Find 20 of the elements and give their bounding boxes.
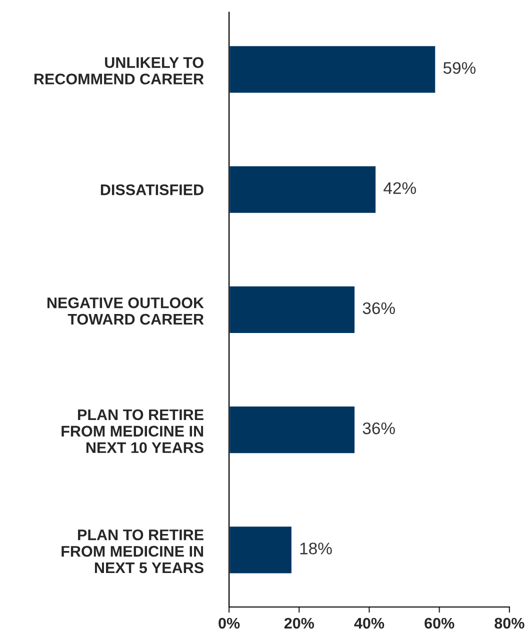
bar — [229, 525, 293, 575]
bar — [229, 284, 356, 334]
data-label: 59% — [443, 62, 476, 74]
data-label: 18% — [300, 542, 332, 554]
y-tick-label: PLAN TO RETIRE FROM MEDICINE IN NEXT 10 YEARS — [62, 409, 204, 454]
y-tick-label: NEGATIVE OUTLOOK TOWARD CAREER — [47, 297, 204, 325]
y-tick-label: PLAN TO RETIRE FROM MEDICINE IN NEXT 5 YEARS — [62, 529, 204, 574]
data-label: 36% — [362, 302, 395, 314]
x-tick-label: 80% — [494, 618, 524, 629]
data-label: 42% — [384, 182, 416, 194]
data-label: 36% — [362, 422, 395, 434]
x-tick-label: 0% — [218, 618, 240, 629]
x-tick-label: 40% — [354, 618, 384, 629]
y-tick-label: UNLIKELY TO RECOMMEND CAREER — [34, 57, 204, 84]
bar — [229, 44, 437, 94]
y-tick-label: DISSATISFIED — [100, 184, 204, 196]
bar — [229, 405, 356, 455]
x-tick-label: 20% — [284, 618, 314, 629]
bar — [229, 164, 377, 214]
x-tick-label: 60% — [424, 618, 454, 629]
